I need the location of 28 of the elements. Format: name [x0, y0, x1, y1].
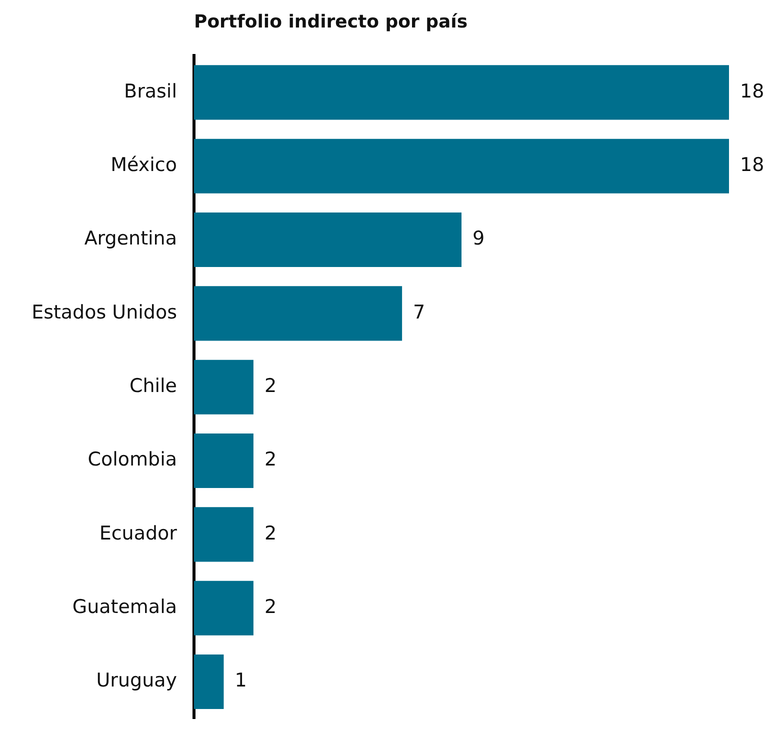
y-tick-label: Brasil: [124, 80, 177, 102]
y-tick-label: México: [110, 154, 177, 176]
y-tick-label: Estados Unidos: [32, 301, 177, 324]
data-label: 2: [264, 375, 277, 398]
bar: [194, 138, 729, 194]
data-label: 18: [740, 80, 764, 102]
y-tick-label: Guatemala: [72, 596, 177, 618]
y-tick-label: Chile: [129, 375, 177, 398]
bar: [194, 580, 254, 636]
bar: [194, 507, 254, 562]
y-tick-label: Ecuador: [99, 522, 178, 544]
data-label: 2: [264, 522, 277, 544]
bar: [194, 360, 254, 414]
y-tick-label: Uruguay: [96, 670, 177, 692]
bar: [194, 654, 224, 710]
data-label: 1: [234, 670, 247, 692]
data-label: 2: [264, 448, 277, 471]
chart-title: Portfolio indirecto por país: [194, 11, 468, 32]
bar: [194, 212, 462, 268]
bar: [194, 286, 402, 341]
data-label: 18: [740, 154, 764, 176]
bar: [194, 434, 254, 488]
data-label: 7: [413, 301, 426, 324]
bar: [194, 65, 729, 120]
y-tick-label: Argentina: [84, 228, 177, 250]
data-label: 9: [472, 228, 485, 250]
y-tick-label: Colombia: [88, 448, 177, 471]
data-label: 2: [264, 596, 277, 618]
